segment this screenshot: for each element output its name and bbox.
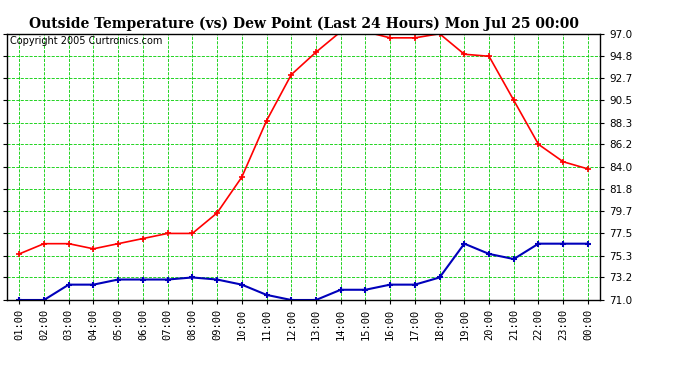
Title: Outside Temperature (vs) Dew Point (Last 24 Hours) Mon Jul 25 00:00: Outside Temperature (vs) Dew Point (Last… — [28, 17, 579, 31]
Text: Copyright 2005 Curtronics.com: Copyright 2005 Curtronics.com — [10, 36, 162, 46]
